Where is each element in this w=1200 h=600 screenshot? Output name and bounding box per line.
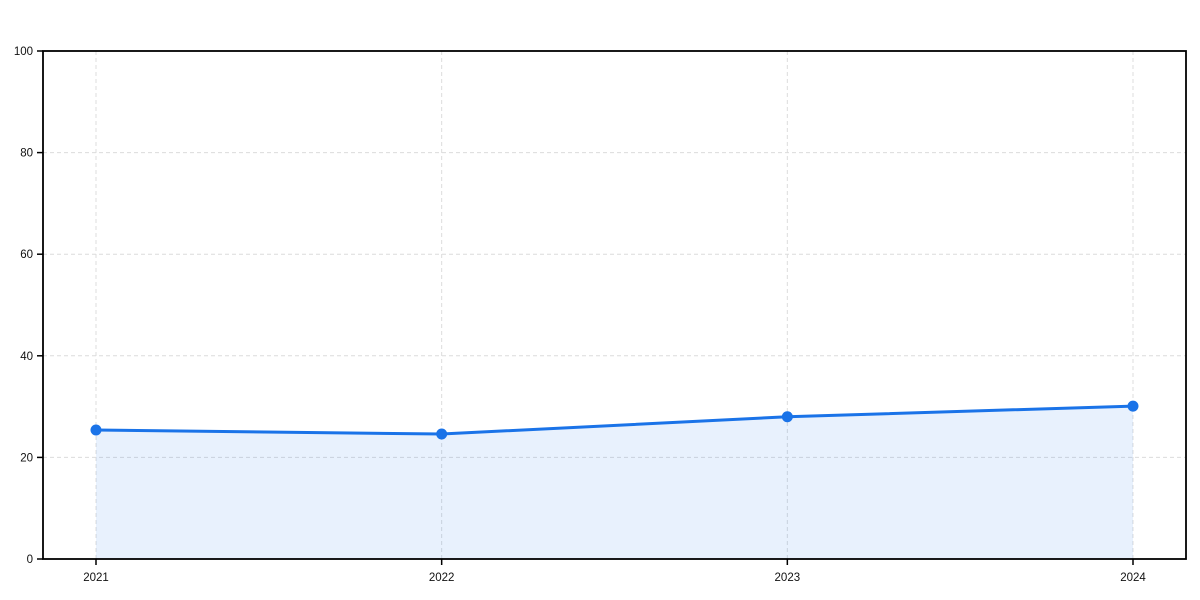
area-fill bbox=[96, 406, 1133, 559]
x-axis-tick-label-2022: 2022 bbox=[429, 572, 455, 584]
y-axis-tick-label-80: 80 bbox=[20, 148, 33, 160]
plot-border bbox=[42, 50, 1187, 560]
y-axis-tick-label-60: 60 bbox=[20, 249, 33, 261]
data-point-2021 bbox=[90, 424, 102, 436]
y-axis-tick-label-20: 20 bbox=[20, 452, 33, 464]
data-point-2022 bbox=[436, 428, 448, 440]
trend-line bbox=[94, 404, 1135, 436]
y-axis-tick-label-0: 0 bbox=[27, 554, 33, 566]
x-axis-tick-label-2024: 2024 bbox=[1120, 572, 1146, 584]
data-point-2023 bbox=[781, 411, 793, 423]
y-axis-tick-label-40: 40 bbox=[20, 351, 33, 363]
data-point-2024 bbox=[1127, 400, 1139, 412]
y-axis-tick-label-100: 100 bbox=[14, 46, 33, 58]
x-axis-tick-label-2023: 2023 bbox=[775, 572, 801, 584]
x-axis-tick-label-2021: 2021 bbox=[83, 572, 109, 584]
